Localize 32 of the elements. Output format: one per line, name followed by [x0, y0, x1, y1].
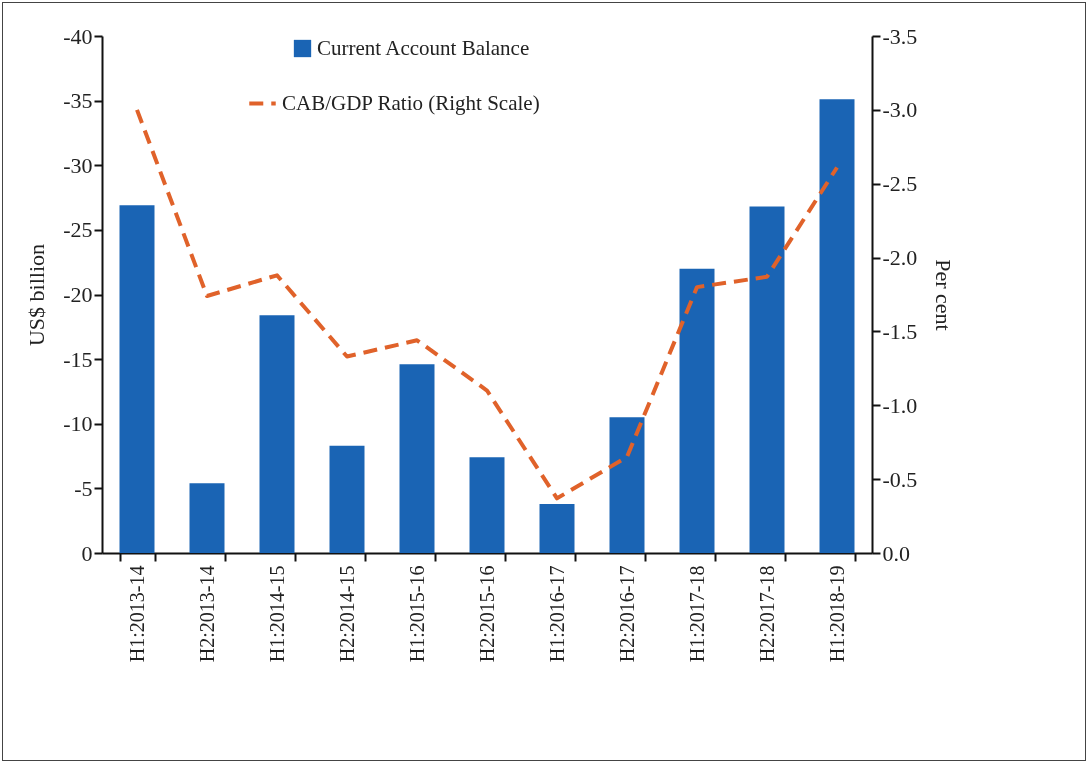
legend-label: Current Account Balance [317, 35, 530, 60]
y2-tick-label: -2.0 [882, 245, 918, 271]
y-tick-label: -40 [63, 23, 93, 49]
y-tick-label: -35 [63, 88, 93, 114]
y2-tick-label: -2.5 [882, 171, 918, 197]
x-tick-label: H2:2015-16 [475, 565, 498, 663]
y2-tick-label: -3.0 [882, 97, 918, 123]
legend-label: CAB/GDP Ratio (Right Scale) [282, 90, 540, 115]
y-axis-title: US$ billion [24, 243, 50, 347]
y-tick-label: -5 [74, 475, 93, 501]
y2-tick-label: 0.0 [882, 540, 910, 566]
y2-axis-title: Per cent [931, 259, 957, 331]
y2-tick-label: -1.5 [882, 318, 918, 344]
x-tick-label: H1:2015-16 [405, 565, 428, 663]
x-tick-label: H1:2018-19 [825, 565, 848, 663]
y-tick-label: 0 [81, 540, 93, 566]
y-tick-label: -30 [63, 152, 93, 178]
y-tick-label: -25 [63, 217, 93, 243]
x-tick-label: H1:2013-14 [125, 565, 148, 663]
y2-tick-label: -0.5 [882, 466, 918, 492]
x-tick-label: H1:2014-15 [265, 565, 288, 663]
y-tick-label: -10 [63, 411, 93, 437]
x-tick-label: H1:2017-18 [685, 565, 708, 663]
y-tick-label: -15 [63, 346, 93, 372]
y2-tick-label: -3.5 [882, 23, 918, 49]
x-tick-label: H2:2016-17 [615, 565, 638, 663]
x-tick-label: H2:2014-15 [335, 565, 358, 663]
x-tick-label: H2:2017-18 [755, 565, 778, 663]
y-tick-label: -20 [63, 282, 93, 307]
x-tick-label: H2:2013-14 [195, 565, 218, 663]
x-tick-label: H1:2016-17 [545, 565, 568, 663]
y2-tick-label: -1.0 [882, 392, 918, 418]
